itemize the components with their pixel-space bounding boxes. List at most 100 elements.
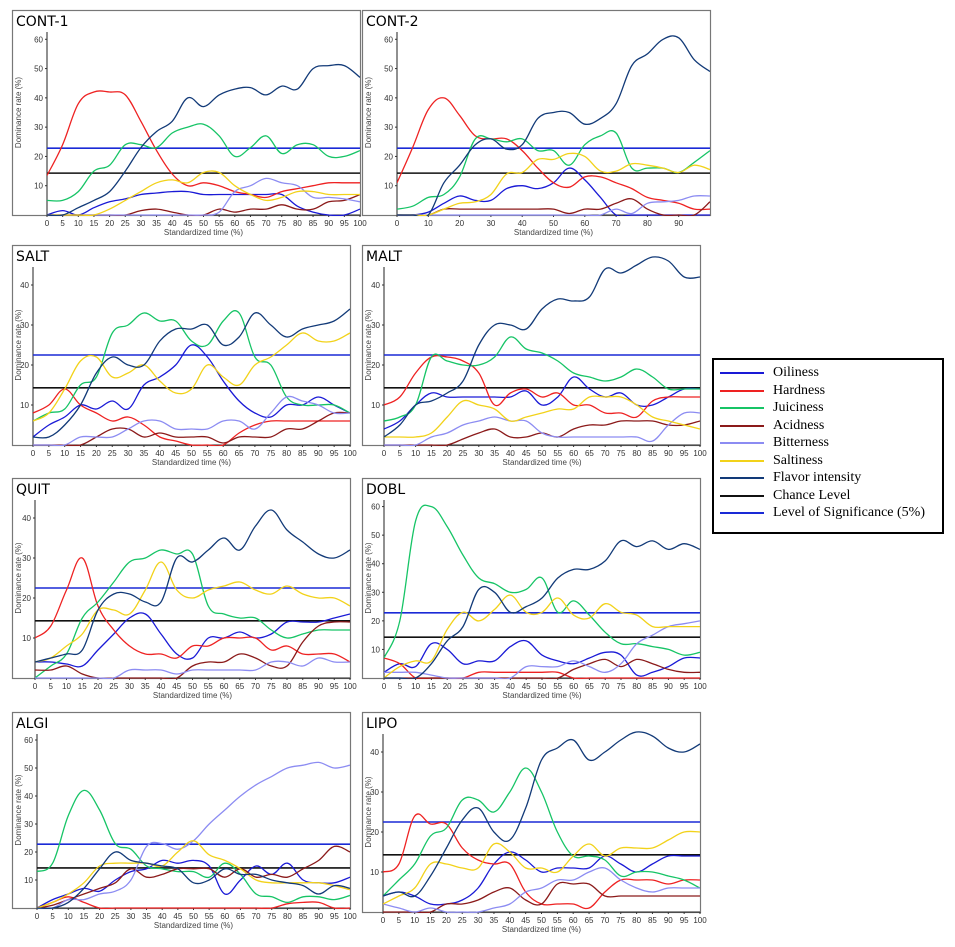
x-tick-label: 65 <box>235 449 244 458</box>
series-line-hardness <box>33 388 350 446</box>
panel-title: SALT <box>16 249 50 265</box>
y-tick-label: 10 <box>384 182 393 191</box>
legend-swatch-flavor <box>720 477 764 479</box>
series-line-bitterness <box>35 657 350 679</box>
x-tick-label: 75 <box>617 682 626 691</box>
legend-label-significance: Level of Significance (5%) <box>773 505 925 520</box>
x-tick-label: 25 <box>458 916 467 925</box>
x-tick-label: 0 <box>382 449 387 458</box>
x-tick-label: 65 <box>585 682 594 691</box>
x-tick-label: 40 <box>168 219 177 228</box>
series-line-oiliness <box>37 859 350 909</box>
series-line-flavor <box>384 256 700 438</box>
x-axis-title: Standardized time (%) <box>164 228 243 237</box>
x-tick-label: 15 <box>426 916 435 925</box>
panel-title: MALT <box>366 249 403 265</box>
x-tick-label: 35 <box>490 449 499 458</box>
x-axis-title: Standardized time (%) <box>154 921 233 930</box>
x-tick-label: 55 <box>205 912 214 921</box>
y-axis-title: Dominance rate (%) <box>14 77 23 148</box>
chart-panel-cont-2: 10 20 30 40 50 60 0 10 20 30 40 50 60 70 80 90 Standardi… <box>361 9 714 245</box>
panel-frame <box>361 477 702 680</box>
x-tick-label: 100 <box>693 449 707 458</box>
x-tick-label: 35 <box>142 912 151 921</box>
x-tick-label: 20 <box>92 449 101 458</box>
panel-title: CONT-2 <box>366 14 419 30</box>
x-tick-label: 70 <box>250 449 259 458</box>
panel-title: LIPO <box>366 716 398 732</box>
x-tick-label: 95 <box>680 682 689 691</box>
y-tick-label: 10 <box>20 401 29 410</box>
series-line-bitterness <box>47 177 360 216</box>
chart-svg-dobl: 10 20 30 40 50 60 0 5 10 15 20 25 30 35 40 45 50 55 60 65 70… <box>361 477 707 700</box>
y-tick-label: 20 <box>34 152 43 161</box>
x-tick-label: 100 <box>343 682 357 691</box>
x-tick-label: 85 <box>309 219 318 228</box>
y-tick-label: 20 <box>370 828 379 837</box>
series-line-hardness <box>47 90 360 199</box>
series-line-saltiness <box>33 332 350 422</box>
series-line-acidness <box>33 411 350 446</box>
panel-frame <box>11 9 362 217</box>
series-line-flavor <box>47 63 360 216</box>
x-tick-label: 50 <box>199 219 208 228</box>
x-tick-label: 50 <box>187 449 196 458</box>
x-tick-label: 30 <box>486 219 495 228</box>
series-line-juiciness <box>33 310 350 422</box>
chart-panel-salt: 10 20 30 40 0 5 10 15 20 25 30 35 40 45 50 55 60 65 70 75 80… <box>11 244 357 475</box>
y-axis-title: Dominance rate (%) <box>14 542 23 613</box>
y-axis-title: Dominance rate (%) <box>364 776 373 847</box>
x-tick-label: 80 <box>293 219 302 228</box>
x-tick-label: 0 <box>395 219 400 228</box>
x-tick-label: 85 <box>648 449 657 458</box>
x-tick-label: 75 <box>277 219 286 228</box>
x-tick-label: 90 <box>314 682 323 691</box>
x-tick-label: 20 <box>443 449 452 458</box>
x-tick-label: 30 <box>474 916 483 925</box>
chart-panel-quit: 10 20 30 40 0 5 10 15 20 25 30 35 40 45 50 55 60 65 70 75 80… <box>11 477 357 708</box>
x-axis-title: Standardized time (%) <box>514 228 593 237</box>
y-tick-label: 30 <box>371 588 380 597</box>
x-tick-label: 45 <box>171 449 180 458</box>
x-tick-label: 10 <box>64 912 73 921</box>
legend-swatch-chance <box>720 494 764 497</box>
legend-item-juiciness: Juiciness <box>714 399 942 416</box>
y-tick-label: 40 <box>20 281 29 290</box>
panel-title: DOBL <box>366 482 406 498</box>
y-tick-label: 50 <box>371 531 380 540</box>
legend-item-flavor: Flavor intensity <box>714 469 942 486</box>
x-tick-label: 10 <box>411 682 420 691</box>
series-line-juiciness <box>35 549 350 679</box>
x-tick-label: 0 <box>35 912 40 921</box>
x-tick-label: 25 <box>108 449 117 458</box>
series-line-juiciness <box>384 504 700 659</box>
x-tick-label: 15 <box>76 449 85 458</box>
x-tick-label: 25 <box>459 449 468 458</box>
panel-title: CONT-1 <box>16 14 69 30</box>
x-tick-label: 70 <box>612 219 621 228</box>
series-line-bitterness <box>384 620 700 679</box>
x-tick-label: 5 <box>397 916 402 925</box>
series-line-juiciness <box>37 789 350 904</box>
x-axis-title: Standardized time (%) <box>502 925 581 934</box>
x-tick-label: 75 <box>267 912 276 921</box>
series-line-flavor <box>384 539 700 679</box>
x-tick-label: 55 <box>553 916 562 925</box>
x-tick-label: 70 <box>262 219 271 228</box>
panel-frame <box>361 9 712 217</box>
x-tick-label: 30 <box>124 449 133 458</box>
x-tick-label: 85 <box>298 682 307 691</box>
x-tick-label: 0 <box>45 219 50 228</box>
x-tick-label: 90 <box>324 219 333 228</box>
legend-label-chance: Chance Level <box>773 487 851 503</box>
x-tick-label: 20 <box>94 682 103 691</box>
x-tick-label: 40 <box>158 912 167 921</box>
x-tick-label: 75 <box>267 682 276 691</box>
plot-area <box>384 256 700 446</box>
legend-item-chance: Chance Level <box>714 487 942 504</box>
series-line-juiciness <box>397 130 710 210</box>
x-tick-label: 65 <box>236 912 245 921</box>
x-tick-label: 40 <box>505 916 514 925</box>
x-tick-label: 20 <box>443 682 452 691</box>
x-axis-title: Standardized time (%) <box>502 691 581 700</box>
